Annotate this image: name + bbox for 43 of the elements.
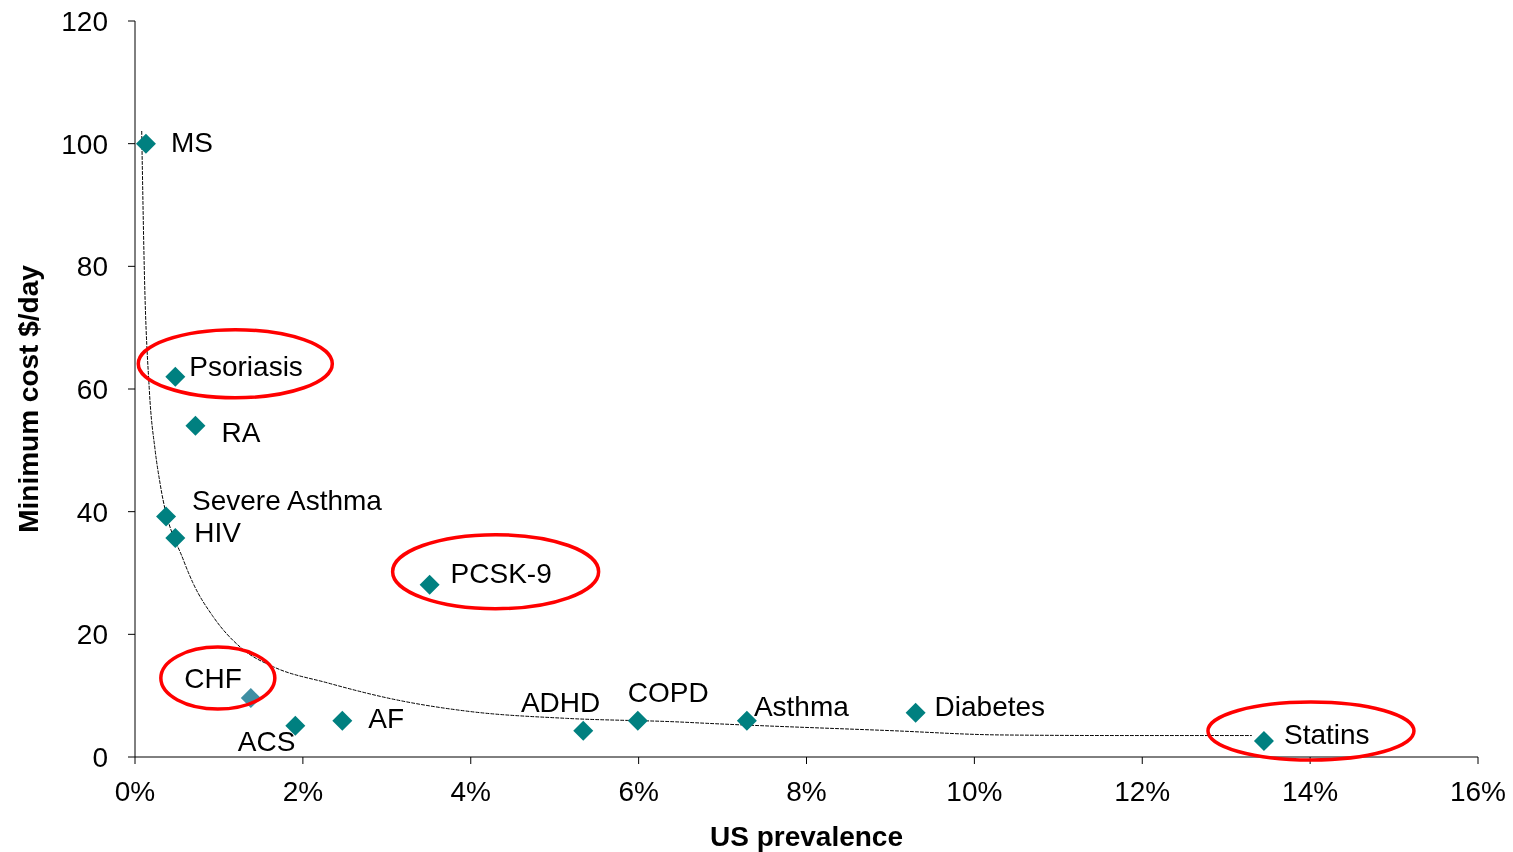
annotation: Statins [1283,718,1370,750]
point [419,574,440,595]
y-tick-label: 60 [76,373,108,405]
point [573,720,594,741]
annotation: AF [368,702,405,734]
x-tick-label: 6% [618,775,659,807]
annotation: MS [170,126,213,158]
y-tick-label: 80 [76,251,108,283]
x-tick-label: 10% [946,775,1003,807]
x-tick-label: 12% [1114,775,1171,807]
x-tick-label: 2% [282,775,324,807]
x-tick-label: 14% [1282,775,1339,807]
point [1253,731,1274,752]
point [332,710,353,731]
point [156,506,177,527]
annotation: Psoriasis [189,350,303,382]
annotation: Asthma [753,690,850,722]
x-tick-label: 4% [450,775,491,807]
x-axis-title: US prevalence [710,821,903,852]
annotation: Severe Asthma [192,484,383,516]
point [135,133,156,154]
annotation: COPD [627,676,709,708]
y-axis-title: Minimum cost $/day [13,264,44,533]
point [185,415,206,436]
annotation: CHF [184,662,242,694]
annotation: RA [221,416,261,448]
annotation: ACS [237,725,296,757]
annotation: HIV [194,516,242,548]
point [165,366,186,387]
y-tick-label: 0 [92,741,108,773]
annotation: Diabetes [934,690,1046,722]
y-tick-label: 20 [76,619,108,651]
y-tick-label: 120 [61,5,108,37]
x-tick-label: 16% [1449,775,1507,807]
point [165,528,186,549]
annotation: ADHD [520,686,601,718]
y-tick-label: 100 [61,128,108,160]
point [627,710,648,731]
annotation: PCSK-9 [450,557,552,589]
y-tick-label: 40 [76,496,108,528]
point [905,702,926,723]
x-tick-label: 8% [786,775,827,807]
x-tick-label: 0% [114,775,156,807]
